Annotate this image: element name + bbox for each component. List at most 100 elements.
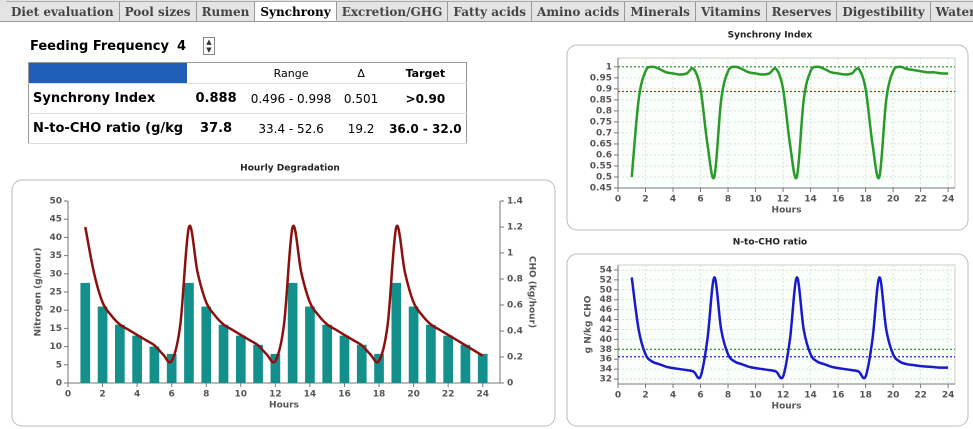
y-tick-label: 50 [49, 197, 62, 207]
header-cell: Target [385, 62, 467, 84]
tab[interactable]: Vitamins [695, 1, 767, 21]
y-tick-label: 0.7 [596, 128, 612, 138]
x-tick-label: 20 [407, 390, 420, 400]
x-tick-label: 0 [615, 195, 621, 205]
bar [460, 344, 471, 383]
y2-tick-label: 0.4 [507, 327, 523, 337]
cell: 0.496 - 0.998 [245, 83, 338, 114]
bar [270, 353, 281, 383]
bar [115, 324, 125, 383]
x-tick-label: 18 [373, 390, 386, 400]
bar [305, 306, 315, 383]
header-cell [28, 62, 188, 84]
x-tick-label: 12 [777, 391, 790, 401]
x-tick-label: 6 [697, 195, 703, 205]
bar [97, 306, 108, 383]
y2-tick-label: 1.4 [507, 197, 523, 207]
cell: >0.90 [385, 83, 467, 114]
feeding-frequency: Feeding Frequency 4 ▲ ▼ [30, 37, 215, 55]
y-tick-label: 0.75 [590, 117, 612, 127]
y-axis-label: g N/kg CHO [584, 295, 594, 353]
plot-area [617, 264, 956, 385]
chart-title: Synchrony Index [728, 31, 813, 41]
tab[interactable]: Excretion/GHG [336, 1, 449, 21]
x-tick-label: 8 [725, 391, 731, 401]
tab[interactable]: Amino acids [532, 1, 626, 21]
bar [80, 282, 91, 383]
header-cell [187, 62, 246, 84]
y2-tick-label: 0 [507, 379, 513, 389]
x-tick-label: 10 [749, 391, 762, 401]
x-tick-label: 6 [697, 391, 703, 401]
label: Feeding Frequency [30, 38, 169, 54]
tab[interactable]: Digestibility [837, 1, 931, 21]
x-tick-label: 20 [887, 195, 900, 205]
header-cell: Δ [337, 62, 386, 84]
y-tick-label: 35 [49, 251, 62, 261]
tab[interactable]: Diet evaluation [6, 1, 120, 21]
tab[interactable]: Fatty acids [448, 1, 533, 21]
x-tick-label: 6 [169, 390, 175, 400]
y-tick-label: 1 [606, 62, 612, 72]
x-tick-label: 8 [203, 390, 209, 400]
tab[interactable]: Minerals [625, 1, 696, 21]
x-tick-label: 10 [235, 390, 248, 400]
x-tick-label: 2 [99, 390, 105, 400]
bar [287, 282, 298, 383]
panel [566, 44, 969, 231]
y-tick-label: 15 [49, 324, 62, 334]
y-tick-label: 0.65 [590, 139, 612, 149]
tab[interactable]: Water [930, 1, 973, 21]
tab[interactable]: Reserves [766, 1, 838, 21]
x-axis-label: Hours [269, 401, 299, 411]
bar [166, 353, 177, 383]
x-tick-label: 24 [942, 391, 955, 401]
y-tick-label: 0.95 [590, 73, 612, 83]
y-tick-label: 0.45 [590, 184, 612, 194]
y2-tick-label: 1.2 [507, 223, 523, 233]
y-tick-label: 0.5 [596, 172, 612, 182]
summary-table: Range Δ Target Synchrony Index 0.888 0.4… [28, 62, 467, 144]
y2-tick-label: 0.2 [507, 353, 523, 363]
x-tick-label: 10 [749, 195, 762, 205]
x-tick-label: 24 [942, 195, 955, 205]
x-tick-label: 16 [338, 390, 351, 400]
y-tick-label: 45 [49, 215, 62, 225]
line [630, 65, 949, 180]
tab[interactable]: Rumen [196, 1, 256, 21]
y-tick-label: 10 [49, 342, 62, 352]
y-tick-label: 34 [599, 365, 612, 375]
y-tick-label: 5 [56, 360, 62, 370]
header-cell: Range [245, 62, 338, 84]
line [630, 276, 949, 380]
x-tick-label: 12 [269, 390, 282, 400]
spinner[interactable]: ▲ ▼ [202, 37, 215, 55]
y-tick-label: 38 [599, 345, 612, 355]
y-tick-label: 30 [49, 269, 62, 279]
input[interactable]: 4 [176, 38, 186, 54]
x-tick-label: 22 [914, 391, 927, 401]
panel [566, 253, 969, 427]
bar [374, 353, 384, 383]
y-tick-label: 36 [599, 355, 612, 365]
bar [253, 344, 263, 383]
x-tick-label: 18 [859, 391, 872, 401]
y2-tick-label: 0.8 [507, 275, 523, 285]
bar [322, 324, 333, 383]
panel [11, 179, 556, 427]
cell: 33.4 - 52.6 [245, 113, 338, 144]
tab[interactable]: Synchrony [255, 1, 337, 21]
y-tick-label: 44 [599, 315, 612, 325]
x-tick-label: 24 [476, 390, 489, 400]
bar [132, 335, 142, 383]
x-tick-label: 12 [777, 195, 790, 205]
y-tick-label: 20 [49, 306, 62, 316]
bar [218, 324, 229, 383]
y-tick-label: 0.8 [596, 106, 612, 116]
x-tick-label: 14 [804, 391, 817, 401]
x-tick-label: 20 [887, 391, 900, 401]
bar [201, 306, 212, 383]
bar [149, 346, 160, 383]
tab[interactable]: Pool sizes [119, 1, 197, 21]
